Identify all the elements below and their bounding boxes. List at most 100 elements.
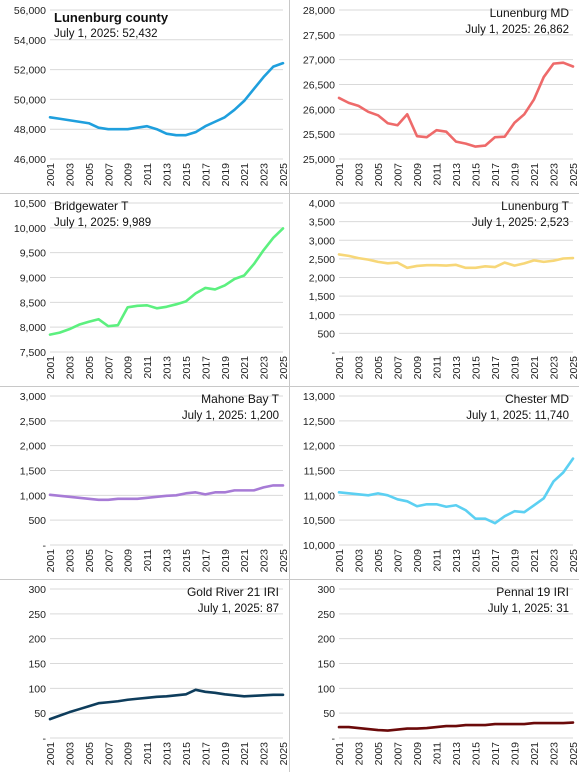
- x-tick-label: 2013: [162, 549, 174, 573]
- x-tick-label: 2023: [259, 549, 271, 573]
- chart-subtitle: July 1, 2025: 26,862: [465, 24, 569, 36]
- x-tick-label: 2007: [103, 742, 115, 766]
- y-tick-label: 8,000: [20, 322, 46, 334]
- y-tick-label: 56,000: [14, 5, 46, 17]
- horizontal-divider-2: [0, 386, 579, 387]
- x-tick-label: 2021: [239, 742, 251, 766]
- x-tick-label: 2007: [103, 356, 115, 380]
- x-tick-label: 2011: [142, 742, 154, 765]
- x-tick-label: 2009: [123, 742, 135, 766]
- x-tick-label: 2005: [84, 163, 96, 187]
- x-tick-label: 2021: [529, 549, 541, 573]
- x-tick-label: 2017: [490, 742, 502, 766]
- y-tick-label: 27,500: [303, 30, 335, 42]
- x-tick-label: 2001: [334, 549, 346, 573]
- x-tick-label: 2013: [162, 742, 174, 766]
- x-tick-label: 2011: [432, 549, 444, 572]
- panel-pennal-19-iri: - 50 100 150 200 250 300 2001 2003 2005 2007 2009 20…: [289, 579, 579, 772]
- x-tick-label: 2009: [123, 356, 135, 380]
- x-tick-label: 2017: [200, 163, 212, 187]
- y-tick-label: 1,500: [20, 466, 46, 478]
- y-tick-label: 3,000: [309, 235, 335, 247]
- x-tick-label: 2019: [510, 742, 522, 766]
- x-tick-label: 2019: [220, 356, 232, 380]
- x-tick-label: 2003: [354, 356, 366, 380]
- x-tick-label: 2025: [568, 549, 579, 573]
- chart-subtitle: July 1, 2025: 11,740: [466, 410, 569, 422]
- chart-title: Lunenburg MD: [490, 6, 570, 20]
- y-tick-label: 2,000: [20, 441, 46, 453]
- x-tick-label: 2025: [278, 163, 289, 187]
- x-tick-label: 2011: [432, 742, 444, 765]
- y-tick-label: 27,000: [303, 55, 335, 67]
- x-tick-label: 2009: [412, 742, 424, 766]
- y-tick-label: 100: [28, 683, 46, 695]
- x-tick-label: 2019: [220, 549, 232, 573]
- x-tick-label: 2005: [373, 549, 385, 573]
- y-tick-label: 25,000: [303, 154, 335, 166]
- x-tick-label: 2023: [259, 356, 271, 380]
- x-tick-label: 2017: [490, 163, 502, 187]
- chart-title: Chester MD: [505, 392, 569, 406]
- panel-bridgewater-t: 7,500 8,000 8,500 9,000 9,500 10,000 10,500 200…: [0, 193, 289, 386]
- x-tick-label: 2021: [529, 163, 541, 187]
- y-tick-label: 2,500: [309, 254, 335, 266]
- y-tick-label: 500: [28, 515, 46, 527]
- y-tick-label: -: [332, 733, 336, 745]
- x-tick-label: 2001: [45, 549, 57, 573]
- x-tick-label: 2007: [393, 549, 405, 573]
- y-tick-label: 26,500: [303, 80, 335, 92]
- x-tick-label: 2015: [181, 549, 193, 573]
- y-tick-label: 11,000: [304, 490, 335, 502]
- series-line: [337, 457, 575, 525]
- series-line: [48, 61, 285, 137]
- y-tick-label: 9,500: [20, 248, 46, 260]
- x-tick-label: 2011: [432, 356, 444, 379]
- x-tick-label: 2013: [451, 356, 463, 380]
- x-tick-label: 2015: [181, 742, 193, 766]
- chart-subtitle: July 1, 2025: 9,989: [54, 217, 151, 229]
- y-tick-label: -: [43, 733, 47, 745]
- chart-svg: 25,000 25,500 26,000 26,500 27,000 27,500 28,0…: [303, 5, 579, 187]
- chart-subtitle: July 1, 2025: 1,200: [182, 410, 279, 422]
- x-tick-label: 2017: [200, 742, 212, 766]
- x-tick-label: 2017: [490, 549, 502, 573]
- x-tick-label: 2023: [259, 742, 271, 766]
- chart-svg: 7,500 8,000 8,500 9,000 9,500 10,000 10,500 200…: [14, 198, 289, 380]
- x-tick-label: 2015: [181, 163, 193, 187]
- horizontal-divider-1: [0, 193, 579, 194]
- y-tick-label: 50: [34, 708, 46, 720]
- x-tick-label: 2023: [549, 549, 561, 573]
- x-tick-label: 2025: [568, 163, 579, 187]
- x-tick-label: 2011: [432, 163, 444, 186]
- chart-title: Lunenburg T: [501, 199, 570, 213]
- x-tick-label: 2019: [510, 356, 522, 380]
- y-tick-label: 9,000: [20, 273, 46, 285]
- x-tick-label: 2007: [103, 163, 115, 187]
- chart-svg: - 500 1,000 1,500 2,000 2,500 3,000 3,500 4,000 2…: [309, 198, 579, 380]
- x-tick-label: 2017: [200, 356, 212, 380]
- y-tick-label: 150: [317, 659, 335, 671]
- y-tick-label: 48,000: [14, 124, 46, 136]
- x-tick-label: 2007: [393, 356, 405, 380]
- y-tick-label: 26,000: [303, 104, 335, 116]
- y-tick-label: 50,000: [14, 94, 46, 106]
- panel-gold-river-21-iri: - 50 100 150 200 250 300 2001 2003 2005 2007 2009 20…: [0, 579, 289, 772]
- x-tick-label: 2005: [84, 742, 96, 766]
- x-tick-label: 2015: [471, 742, 483, 766]
- x-tick-label: 2025: [568, 742, 579, 766]
- x-tick-label: 2013: [451, 163, 463, 187]
- panel-lunenburg-md: 25,000 25,500 26,000 26,500 27,000 27,500 28,0…: [289, 0, 579, 193]
- y-tick-label: 50: [323, 708, 335, 720]
- x-tick-label: 2009: [412, 549, 424, 573]
- y-tick-label: 1,000: [309, 310, 335, 322]
- y-tick-label: 12,500: [303, 416, 335, 428]
- y-tick-label: 3,500: [309, 217, 335, 229]
- y-tick-label: -: [332, 347, 336, 359]
- y-tick-label: 250: [317, 609, 335, 621]
- chart-title: Mahone Bay T: [201, 392, 279, 406]
- chart-subtitle: July 1, 2025: 2,523: [472, 217, 569, 229]
- x-tick-label: 2005: [373, 742, 385, 766]
- y-tick-label: 7,500: [20, 347, 46, 359]
- y-tick-label: 2,500: [20, 416, 46, 428]
